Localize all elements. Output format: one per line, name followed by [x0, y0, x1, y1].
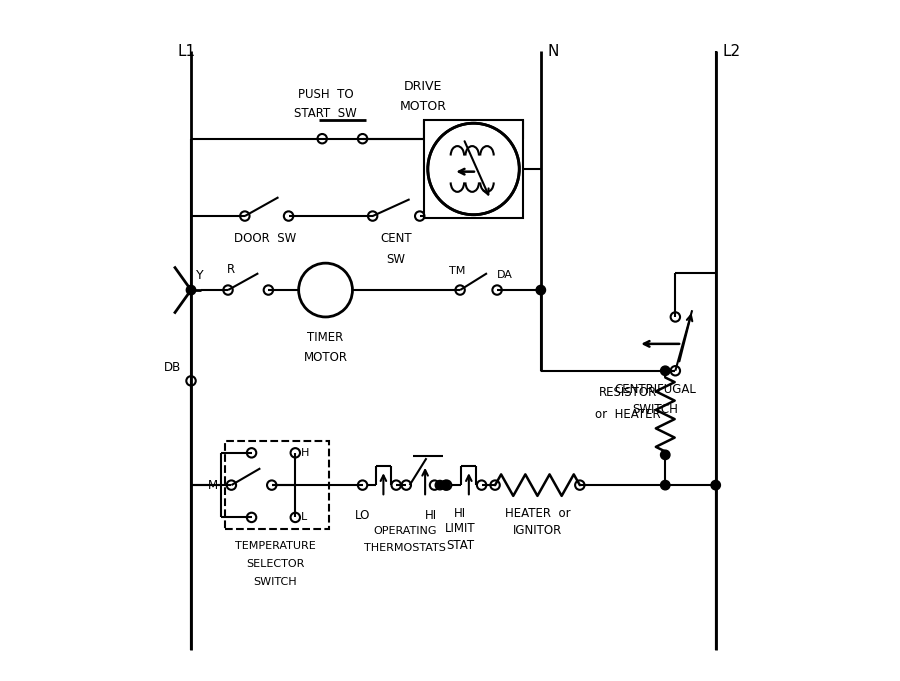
Text: SWITCH: SWITCH — [253, 577, 297, 587]
Text: L: L — [301, 512, 307, 522]
Text: DB: DB — [164, 361, 181, 374]
Text: HI: HI — [454, 507, 466, 520]
Text: HI: HI — [425, 509, 437, 522]
Circle shape — [661, 450, 670, 460]
Text: RESISTOR: RESISTOR — [599, 386, 657, 399]
Text: OPERATING: OPERATING — [374, 526, 437, 536]
Text: TM: TM — [448, 266, 465, 276]
Circle shape — [441, 480, 450, 490]
Text: STAT: STAT — [446, 539, 474, 552]
Circle shape — [186, 285, 195, 295]
Text: DOOR  SW: DOOR SW — [234, 232, 296, 244]
Text: SWITCH: SWITCH — [632, 403, 678, 416]
Circle shape — [436, 480, 445, 490]
Text: CENT: CENT — [381, 232, 412, 244]
Text: HEATER  or: HEATER or — [505, 507, 571, 520]
Text: START  SW: START SW — [294, 107, 357, 120]
Text: M: M — [208, 479, 218, 492]
Text: MOTOR: MOTOR — [303, 351, 347, 364]
Text: PUSH  TO: PUSH TO — [298, 89, 354, 101]
Text: LO: LO — [355, 509, 370, 522]
Text: H: H — [301, 448, 309, 458]
Text: TEMPERATURE: TEMPERATURE — [235, 541, 316, 551]
Text: IGNITOR: IGNITOR — [513, 524, 562, 537]
Bar — [225, 441, 328, 529]
Circle shape — [661, 480, 670, 490]
Text: or  HEATER: or HEATER — [596, 408, 662, 421]
Text: TIMER: TIMER — [308, 331, 344, 344]
Text: Y: Y — [196, 269, 204, 282]
Text: MOTOR: MOTOR — [400, 100, 446, 113]
Text: DA: DA — [497, 270, 513, 281]
Text: R: R — [228, 264, 236, 276]
Text: L1: L1 — [177, 44, 195, 59]
Text: CENTRIFUGAL: CENTRIFUGAL — [614, 383, 696, 396]
Bar — [425, 120, 523, 218]
Circle shape — [711, 480, 720, 490]
Text: L2: L2 — [723, 44, 741, 59]
Text: THERMOSTATS: THERMOSTATS — [364, 543, 446, 553]
Text: DRIVE: DRIVE — [404, 80, 442, 93]
Text: N: N — [547, 44, 559, 59]
Text: LIMIT: LIMIT — [445, 522, 475, 535]
Text: SW: SW — [387, 253, 406, 266]
Circle shape — [536, 285, 545, 295]
Circle shape — [661, 366, 670, 375]
Text: SELECTOR: SELECTOR — [246, 559, 304, 569]
